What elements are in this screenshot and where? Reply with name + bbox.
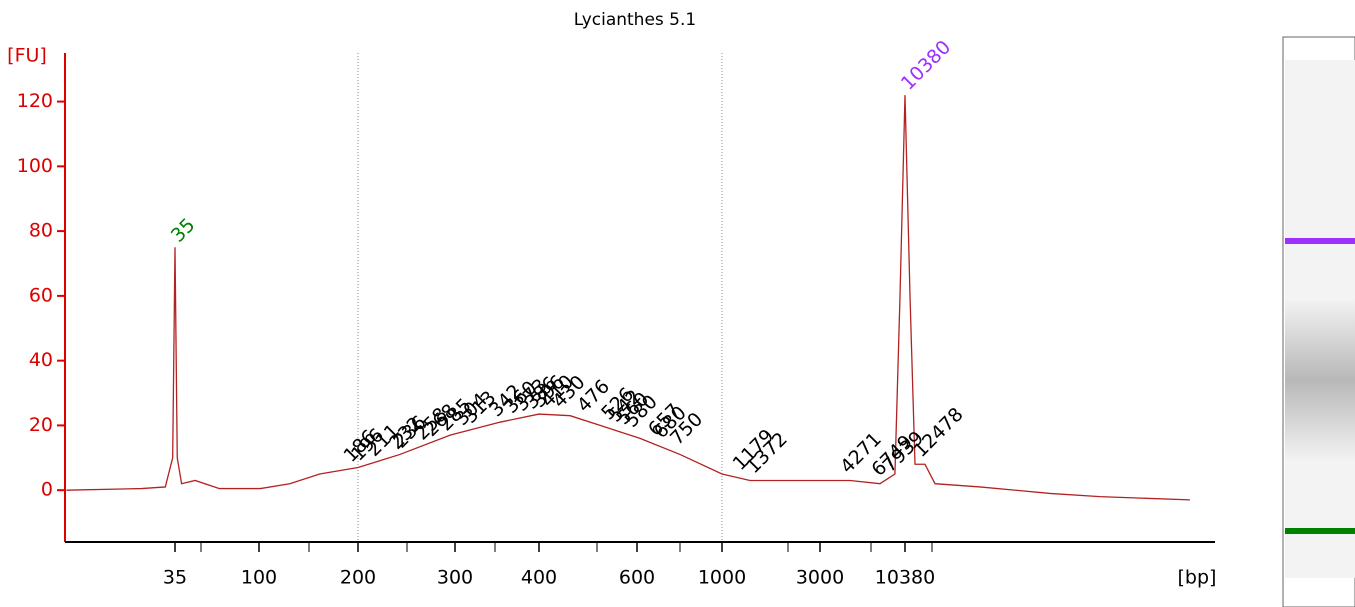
y-tick-label: 40 (29, 349, 53, 371)
x-tick-label: 600 (619, 567, 655, 589)
y-tick-label: 80 (29, 220, 53, 242)
x-tick-label: 1000 (698, 567, 746, 589)
chart-title: Lycianthes 5.1 (574, 10, 696, 30)
x-tick-label: 200 (340, 567, 376, 589)
peak-label: 10380 (897, 36, 955, 94)
x-axis-label: [bp] (1178, 567, 1217, 589)
x-tick-label: 10380 (875, 567, 935, 589)
gel-lane (1282, 36, 1355, 607)
minor-ticks (200, 542, 933, 552)
x-tick-label: 100 (241, 567, 277, 589)
y-tick-label: 20 (29, 414, 53, 436)
y-axis-label: [FU] (7, 45, 47, 67)
x-tick-label: 400 (521, 567, 557, 589)
y-tick-label: 0 (41, 479, 53, 501)
x-tick-label: 35 (163, 567, 187, 589)
trace (66, 95, 1190, 501)
peak-label: 35 (167, 214, 200, 247)
y-tick-label: 60 (29, 284, 53, 306)
peak-label: 12478 (909, 403, 967, 461)
y-tick-label: 120 (17, 90, 53, 112)
y-tick-label: 100 (17, 155, 53, 177)
x-tick-label: 300 (437, 567, 473, 589)
x-tick-label: 3000 (796, 567, 844, 589)
